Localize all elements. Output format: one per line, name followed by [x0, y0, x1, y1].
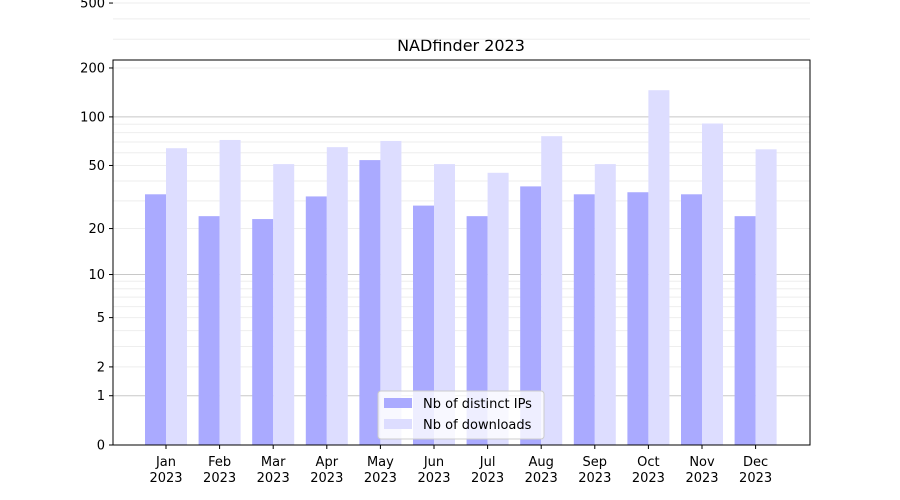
- x-tick-month: Mar: [261, 455, 286, 470]
- x-tick-month: Aug: [529, 455, 554, 470]
- bar-downloads: [541, 136, 563, 446]
- x-tick-month: Oct: [637, 455, 659, 470]
- x-tick-label: Jul 2023: [471, 455, 504, 486]
- x-tick-month: May: [367, 455, 394, 470]
- bar-downloads: [594, 164, 616, 445]
- x-tick-year: 2023: [203, 471, 236, 486]
- y-tick-label: 500: [80, 0, 105, 12]
- bar-downloads: [326, 147, 348, 445]
- x-tick-label: Dec 2023: [739, 455, 772, 486]
- x-tick-label: Nov 2023: [685, 455, 718, 486]
- y-tick-label: 200: [80, 61, 105, 76]
- x-tick-year: 2023: [149, 471, 182, 486]
- x-tick-label: Mar 2023: [257, 455, 290, 486]
- y-axis: 01251020501002005001000: [80, 0, 113, 454]
- x-tick-label: Aug 2023: [525, 455, 558, 486]
- x-tick-month: Sep: [583, 455, 608, 470]
- bar-downloads: [648, 90, 670, 446]
- bar-distinct-ips: [520, 186, 542, 446]
- chart-title: NADfinder 2023: [397, 36, 525, 55]
- x-tick-month: Nov: [689, 455, 715, 470]
- x-tick-month: Jan: [155, 455, 176, 470]
- legend-box: [377, 390, 545, 440]
- x-tick-label: Apr 2023: [310, 455, 343, 486]
- bar-distinct-ips: [466, 216, 488, 445]
- y-tick-label: 10: [88, 268, 105, 283]
- bar-downloads: [273, 164, 295, 445]
- bar-downloads: [755, 149, 777, 445]
- bar-distinct-ips: [305, 196, 327, 445]
- bar-distinct-ips: [145, 194, 166, 445]
- legend-label: Nb of distinct IPs: [423, 397, 532, 412]
- bar-downloads: [702, 123, 723, 446]
- plot-frame: [112, 59, 811, 446]
- legend-label: Nb of downloads: [423, 418, 532, 433]
- y-tick-label: 0: [97, 439, 105, 454]
- bar-downloads: [380, 140, 402, 446]
- bar-distinct-ips: [413, 205, 434, 445]
- x-tick-month: Apr: [316, 455, 339, 470]
- legend-swatch: [384, 398, 412, 408]
- y-tick-label: 100: [80, 110, 105, 125]
- x-tick-label: Jun 2023: [417, 455, 450, 486]
- legend: Nb of distinct IPs Nb of downloads: [377, 390, 545, 440]
- x-tick-year: 2023: [632, 471, 665, 486]
- bar-distinct-ips: [627, 192, 649, 445]
- x-tick-label: Sep 2023: [578, 455, 611, 486]
- bar-downloads: [487, 172, 509, 445]
- x-tick-label: Jan 2023: [149, 455, 182, 486]
- bars: [145, 90, 777, 446]
- x-tick-label: Oct 2023: [632, 455, 665, 486]
- x-tick-month: Feb: [208, 455, 231, 470]
- bar-downloads: [434, 164, 455, 445]
- x-tick-label: May 2023: [364, 455, 397, 486]
- x-tick-year: 2023: [578, 471, 611, 486]
- x-tick-year: 2023: [310, 471, 343, 486]
- x-tick-month: Jun: [423, 455, 444, 470]
- y-tick-label: 2: [97, 360, 105, 375]
- x-tick-year: 2023: [525, 471, 558, 486]
- x-tick-month: Jul: [479, 455, 496, 470]
- y-tick-label: 1: [97, 389, 105, 404]
- bar-distinct-ips: [681, 194, 702, 445]
- bar-downloads: [166, 148, 187, 446]
- x-tick-year: 2023: [257, 471, 290, 486]
- x-tick-year: 2023: [471, 471, 504, 486]
- x-tick-year: 2023: [685, 471, 718, 486]
- bar-distinct-ips: [734, 216, 756, 445]
- x-tick-year: 2023: [739, 471, 772, 486]
- bar-distinct-ips: [573, 194, 595, 445]
- y-tick-label: 5: [97, 311, 105, 326]
- bar-downloads: [219, 139, 241, 445]
- bar-distinct-ips: [359, 160, 381, 445]
- y-tick-label: 50: [88, 159, 105, 174]
- x-tick-label: Feb 2023: [203, 455, 236, 486]
- legend-swatch: [384, 419, 412, 429]
- bar-distinct-ips: [198, 216, 220, 445]
- x-tick-year: 2023: [417, 471, 450, 486]
- y-tick-label: 20: [88, 222, 105, 237]
- bar-distinct-ips: [252, 219, 274, 445]
- x-tick-month: Dec: [743, 455, 768, 470]
- x-tick-year: 2023: [364, 471, 397, 486]
